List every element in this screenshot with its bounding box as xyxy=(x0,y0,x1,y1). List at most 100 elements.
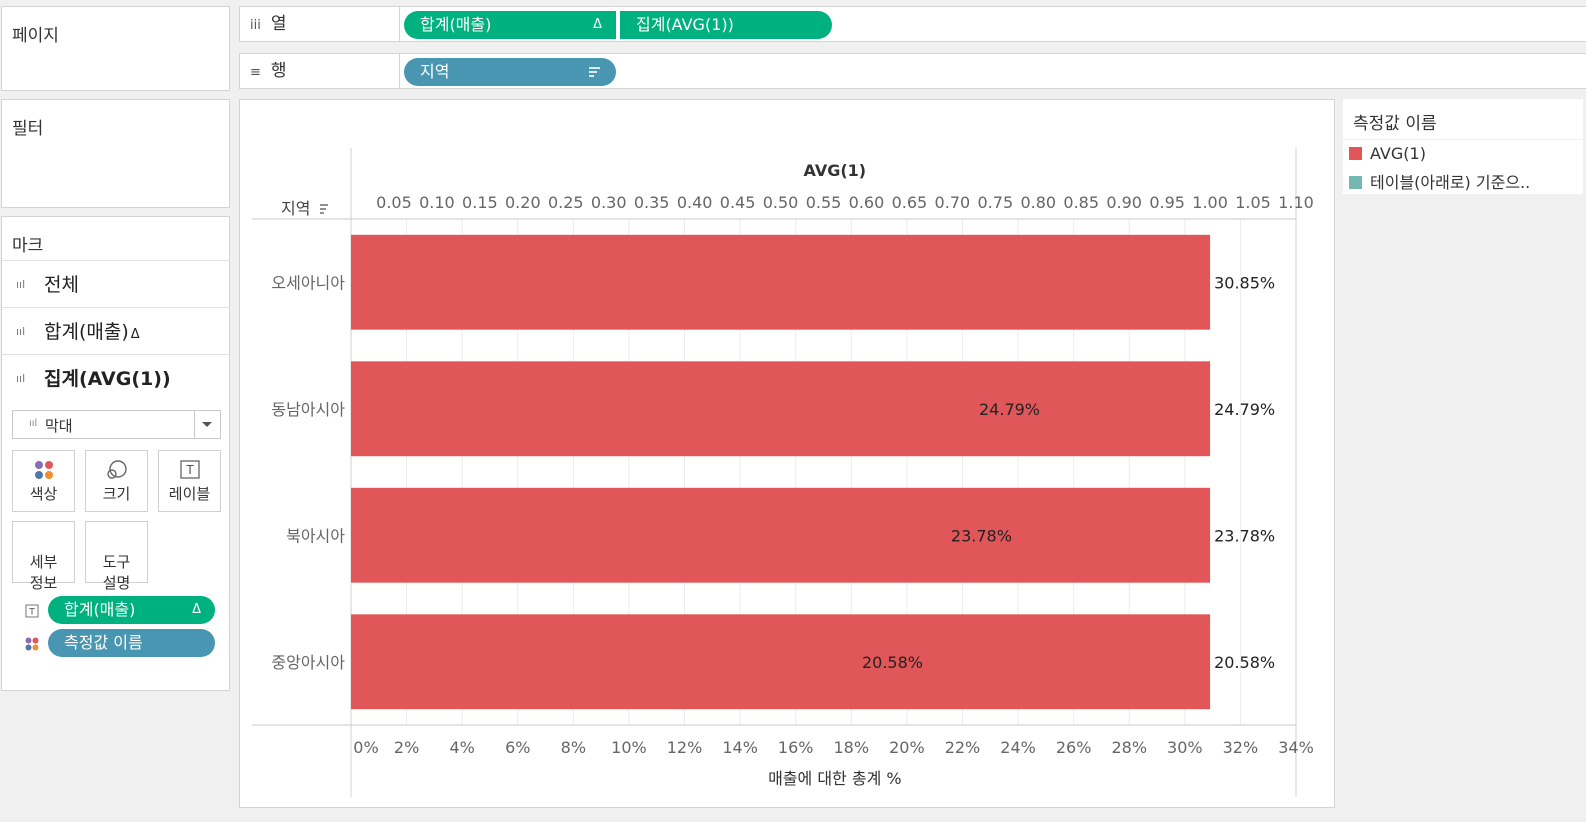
label-icon: T xyxy=(159,459,220,481)
bar xyxy=(351,614,1211,710)
filters-panel[interactable]: 필터 xyxy=(1,99,230,208)
top-axis-tick-label: 1.00 xyxy=(1192,193,1228,212)
rows-shelf[interactable]: ≡ 행 지역 xyxy=(239,53,1586,89)
label-button[interactable]: T 레이블 xyxy=(158,450,221,512)
marks-row-label: 전체 xyxy=(44,274,79,296)
bar-chart: AVG(1) 0.05 0.10 0.15 0.20 0.25 0.30 0.35 0.40 0.… xyxy=(252,148,1314,797)
category-label: 오세아니아 xyxy=(271,273,345,292)
columns-icon: iii xyxy=(250,18,261,33)
mark-type-value: 막대 xyxy=(45,417,73,435)
size-button-label: 크기 xyxy=(102,485,131,503)
marks-panel: 마크 ııl 전체 ııl 합계(매출) Δ ııl 집계(AVG(1)) ııl… xyxy=(1,216,230,691)
filters-panel-title: 필터 xyxy=(12,119,44,139)
category-label: 북아시아 xyxy=(286,526,345,545)
bottom-axis-tick-label: 26% xyxy=(1056,738,1092,757)
bar-end-label: 24.79% xyxy=(1214,400,1275,419)
marks-pill-measure-names[interactable]: 측정값 이름 xyxy=(48,629,215,657)
marks-row-sum-sales[interactable]: ııl 합계(매출) Δ xyxy=(2,307,229,354)
top-axis-tick-label: 0.95 xyxy=(1149,193,1185,212)
svg-text:T: T xyxy=(28,608,35,618)
top-axis-tick-label: 0.30 xyxy=(591,193,627,212)
top-axis-tick-label: 0.65 xyxy=(892,193,928,212)
bar-end-label: 20.58% xyxy=(1214,653,1275,672)
columns-shelf[interactable]: iii 열 합계(매출) Δ 집계(AVG(1)) xyxy=(239,6,1586,42)
top-axis-tick-label: 0.85 xyxy=(1063,193,1099,212)
bar-chart-icon: ııl xyxy=(16,278,26,291)
pill-label: 합계(매출) xyxy=(420,15,492,34)
top-axis-tick-label: 0.55 xyxy=(806,193,842,212)
columns-pill-avg[interactable]: 집계(AVG(1)) xyxy=(620,11,832,39)
marks-pill-sum-sales[interactable]: 합계(매출) Δ xyxy=(48,596,215,624)
top-axis-tick-label: 0.10 xyxy=(419,193,455,212)
marks-row-all[interactable]: ııl 전체 xyxy=(2,260,229,307)
label-icon: T xyxy=(25,603,39,622)
top-axis-tick-label: 0.45 xyxy=(720,193,756,212)
bottom-axis-tick-label: 22% xyxy=(945,738,981,757)
bottom-axis-tick-label: 20% xyxy=(889,738,925,757)
bottom-axis-tick-label: 6% xyxy=(505,738,530,757)
columns-pill-sum-sales[interactable]: 합계(매출) Δ xyxy=(404,11,616,39)
top-axis-tick-label: 0.15 xyxy=(462,193,498,212)
size-button[interactable]: 크기 xyxy=(85,450,148,512)
legend-swatch xyxy=(1349,176,1362,189)
pages-panel[interactable]: 페이지 xyxy=(1,6,230,91)
bar-end-label: 23.78% xyxy=(1214,526,1275,545)
bottom-axis-tick-label: 18% xyxy=(834,738,870,757)
bottom-axis-tick-label: 32% xyxy=(1223,738,1259,757)
bottom-axis-tick-label: 34% xyxy=(1278,738,1314,757)
bottom-axis-tick-label: 8% xyxy=(561,738,586,757)
top-axis-tick-label: 0.75 xyxy=(978,193,1014,212)
chart-panel: AVG(1) 0.05 0.10 0.15 0.20 0.25 0.30 0.35 0.40 0.… xyxy=(239,99,1335,808)
delta-icon: Δ xyxy=(192,602,201,617)
top-axis-tick-label: 1.05 xyxy=(1235,193,1271,212)
color-icon xyxy=(25,636,39,655)
top-axis-tick-label: 0.50 xyxy=(763,193,799,212)
bar-inner-label: 23.78% xyxy=(951,526,1012,545)
delta-icon: Δ xyxy=(593,17,602,32)
bottom-axis-title: 매출에 대한 총계 % xyxy=(768,769,902,788)
pill-label: 측정값 이름 xyxy=(64,633,143,652)
svg-text:T: T xyxy=(185,463,194,477)
bottom-axis-tick-label: 16% xyxy=(778,738,814,757)
bottom-axis-tick-label: 28% xyxy=(1111,738,1147,757)
bar-chart-icon: ııl xyxy=(16,325,26,338)
color-button[interactable]: 색상 xyxy=(12,450,75,512)
marks-row-label: 합계(매출) Δ xyxy=(44,321,140,343)
top-axis-tick-label: 1.10 xyxy=(1278,193,1314,212)
size-icon xyxy=(86,459,147,481)
legend-swatch xyxy=(1349,147,1362,160)
pill-label: 집계(AVG(1)) xyxy=(636,15,734,34)
top-axis-tick-label: 0.05 xyxy=(376,193,412,212)
marks-row-avg[interactable]: ııl 집계(AVG(1)) xyxy=(2,354,229,401)
category-label: 동남아시아 xyxy=(271,400,345,419)
pages-panel-title: 페이지 xyxy=(12,26,59,46)
legend-item-avg[interactable]: AVG(1) xyxy=(1349,144,1426,163)
legend-title: 측정값 이름 xyxy=(1353,114,1437,134)
pill-label: 지역 xyxy=(420,62,450,81)
top-axis-tick-label: 0.40 xyxy=(677,193,713,212)
bar-inner-label: 24.79% xyxy=(979,400,1040,419)
chevron-down-icon xyxy=(194,411,220,438)
top-axis-tick-label: 0.60 xyxy=(849,193,885,212)
bar xyxy=(351,234,1211,330)
category-label: 중앙아시아 xyxy=(271,653,345,672)
rows-icon: ≡ xyxy=(250,65,261,80)
top-axis-tick-label: 0.20 xyxy=(505,193,541,212)
legend-title-separator xyxy=(1343,139,1583,140)
bottom-axis-tick-label: 14% xyxy=(722,738,758,757)
mark-type-dropdown[interactable]: ııl 막대 xyxy=(12,410,221,439)
tooltip-button[interactable]: 도구 설명 xyxy=(85,521,148,592)
pill-label: 합계(매출) xyxy=(64,600,136,619)
bar xyxy=(351,487,1211,583)
bottom-axis-tick-label: 10% xyxy=(611,738,647,757)
bar-chart-icon: ııl xyxy=(16,372,26,385)
bar-end-label: 30.85% xyxy=(1214,273,1275,292)
rows-shelf-label: ≡ 행 xyxy=(240,54,400,88)
detail-button[interactable]: 세부 정보 xyxy=(12,521,75,592)
rows-pill-region[interactable]: 지역 xyxy=(404,58,616,86)
top-axis-tick-label: 0.90 xyxy=(1106,193,1142,212)
bottom-axis-tick-label: 24% xyxy=(1000,738,1036,757)
legend-item-table-calc[interactable]: 테이블(아래로) 기준으.. xyxy=(1349,169,1530,193)
bar xyxy=(351,361,1211,457)
bar-inner-label: 20.58% xyxy=(862,653,923,672)
